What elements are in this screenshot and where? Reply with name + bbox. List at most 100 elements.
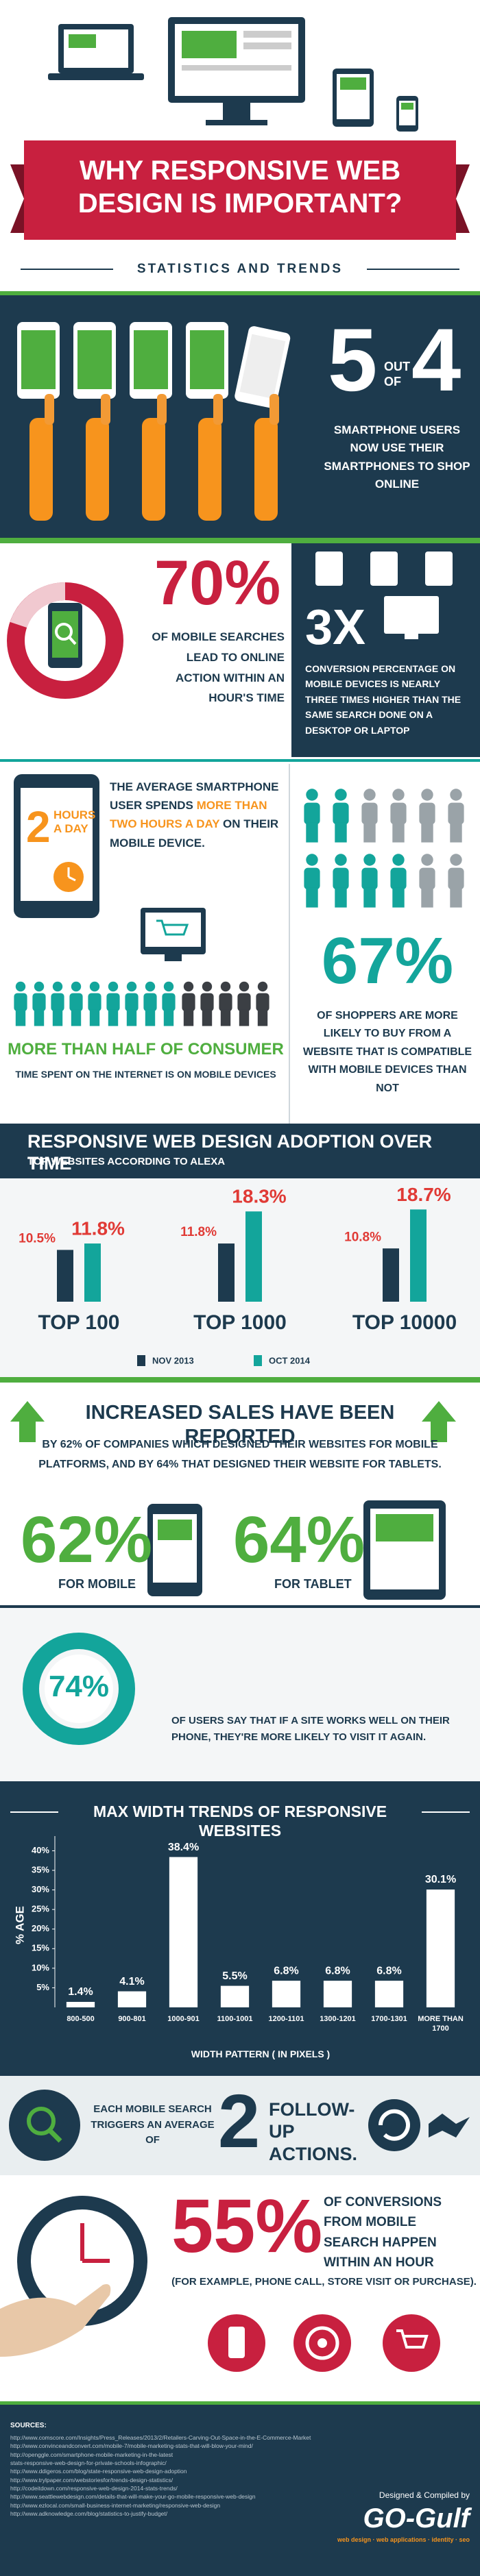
y-tick-label: 30% <box>32 1884 49 1894</box>
person-head <box>108 981 119 992</box>
person-body <box>219 993 232 1011</box>
person-legs <box>163 1009 174 1026</box>
bar <box>374 1981 404 2007</box>
stat-value: 3X <box>305 600 366 655</box>
handshake <box>429 2114 470 2138</box>
finger <box>45 394 54 425</box>
person-legs <box>335 887 347 908</box>
stat-text: TIME SPENT ON THE INTERNET IS ON MOBILE … <box>15 1069 276 1080</box>
person-body <box>390 867 407 890</box>
stripe <box>0 538 480 543</box>
bar <box>117 1991 147 2007</box>
action-icons <box>208 2314 440 2372</box>
person-legs <box>306 822 318 843</box>
person-body <box>162 993 176 1011</box>
value-label: 38.4% <box>168 1842 199 1853</box>
stripe <box>0 291 480 295</box>
person-head <box>421 854 433 866</box>
section-bg <box>0 291 480 538</box>
sources: http://www.comscore.com/Insights/Press_R… <box>10 2433 333 2518</box>
chart-subtitle: TOP WEBSITES ACCORDING TO ALEXA <box>27 1156 226 1167</box>
person-legs <box>306 887 318 908</box>
bar <box>218 1243 235 1302</box>
person-head <box>34 981 45 992</box>
icon <box>9 2090 80 2161</box>
person-legs <box>108 1009 119 1026</box>
legend-swatch <box>137 1355 145 1366</box>
bar <box>84 1243 101 1302</box>
x-tick-label: TOP 100 <box>38 1311 120 1334</box>
section-bg <box>0 1781 480 2076</box>
stripe <box>0 2401 480 2405</box>
person-body <box>304 802 320 825</box>
stat-text: THE AVERAGE SMARTPHONE USER SPENDS MORE … <box>110 778 281 852</box>
value-label: 11.8% <box>180 1225 217 1239</box>
legend-swatch <box>254 1355 262 1366</box>
tagline: web design · web applications · identity… <box>337 2536 470 2543</box>
ring <box>23 1633 135 1745</box>
person-head <box>257 981 268 992</box>
value-label: 1.4% <box>68 1986 93 1998</box>
person-head <box>145 981 156 992</box>
icon <box>368 2099 420 2151</box>
person-legs <box>257 1009 268 1026</box>
person-legs <box>363 887 376 908</box>
hours-unit: HOURS A DAY <box>53 808 96 836</box>
bar <box>272 1981 301 2007</box>
stat-value: 70% <box>154 548 281 618</box>
hand <box>86 418 109 521</box>
stat-value: 62% <box>21 1503 153 1576</box>
person-head <box>89 981 100 992</box>
x-tick-label: 800-500 <box>67 2015 95 2023</box>
person-body <box>448 867 464 890</box>
section-text: BY 62% OF COMPANIES WHICH DESIGNED THEIR… <box>38 1439 442 1470</box>
stat-number: 4 <box>411 310 461 410</box>
person-head <box>306 854 318 866</box>
subtitle: STATISTICS AND TRENDS <box>136 262 344 276</box>
finger <box>157 394 167 425</box>
y-tick-label: 20% <box>32 1923 49 1933</box>
hand <box>0 2284 111 2357</box>
source: http://www.ddigeros.com/blog/state-respo… <box>10 2468 187 2475</box>
y-tick-label: 15% <box>32 1943 49 1953</box>
stat-text: CONVERSION PERCENTAGE ON MOBILE DEVICES … <box>305 663 461 736</box>
source: http://www.comscore.com/Insights/Press_R… <box>10 2434 311 2441</box>
chart-title: MAX WIDTH TRENDS OF RESPONSIVE WEBSITES <box>93 1803 387 1840</box>
bar <box>410 1209 427 1302</box>
source: http://www.adknowledge.com/blog/statisti… <box>10 2510 168 2517</box>
person-body <box>304 867 320 890</box>
source: http://openggle.com/smartphone-mobile-ma… <box>10 2451 173 2458</box>
value-label: 6.8% <box>376 1965 401 1977</box>
person-legs <box>335 822 347 843</box>
person-body <box>182 993 195 1011</box>
bar <box>220 1985 250 2007</box>
device-icons <box>315 552 453 639</box>
value-label: 10.5% <box>19 1231 56 1246</box>
person-body <box>361 802 378 825</box>
person-head <box>15 981 26 992</box>
source: stats-responsive-web-design-for-private-… <box>10 2459 167 2466</box>
person-legs <box>15 1009 26 1026</box>
value-label: 6.8% <box>325 1965 350 1977</box>
hand <box>142 418 165 521</box>
person-body <box>106 993 120 1011</box>
person-body <box>14 993 27 1011</box>
person-body <box>333 802 349 825</box>
person-head <box>450 854 462 866</box>
person-legs <box>89 1009 100 1026</box>
person-head <box>335 789 347 801</box>
person-legs <box>421 822 433 843</box>
phones-hands <box>17 322 291 521</box>
person-body <box>200 993 214 1011</box>
person-body <box>125 993 139 1011</box>
person-head <box>71 981 82 992</box>
person-legs <box>126 1009 137 1026</box>
person-head <box>421 789 433 801</box>
x-tick-label: 1700-1301 <box>371 2015 407 2023</box>
x-tick-label: 1300-1201 <box>320 2015 356 2023</box>
stat-value: 74% <box>48 1670 110 1703</box>
chart-bg <box>0 1178 480 1377</box>
person-body <box>419 802 435 825</box>
stat-text: OF CONVERSIONS FROM MOBILE SEARCH HAPPEN… <box>324 2195 442 2270</box>
person-legs <box>202 1009 213 1026</box>
